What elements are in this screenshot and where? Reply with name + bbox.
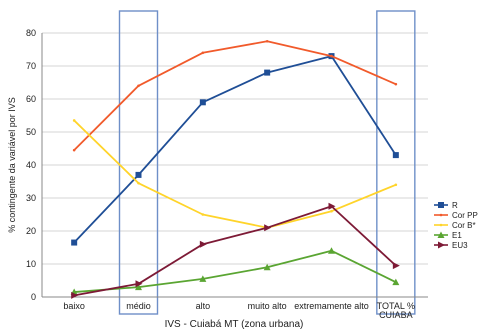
y-axis-label: % contingente da variável por IVS [7,97,17,233]
data-point [394,183,398,187]
data-point [330,209,333,213]
data-point [330,54,333,58]
legend-label: Cor PP [452,211,478,220]
data-point [328,202,336,210]
data-point [392,278,400,286]
data-point [135,283,142,291]
series-line [74,205,397,297]
data-point [264,224,272,232]
series-line [73,119,397,229]
gridlines [42,32,428,298]
axes [41,33,428,298]
legend-item: R [434,201,458,210]
data-point [439,213,443,217]
y-tick-label: 70 [26,61,36,71]
series-r [71,53,399,246]
series-eu3 [71,202,400,299]
data-point [199,99,206,106]
data-point [392,262,400,270]
legend-label: E1 [452,231,462,240]
legend-label: Cor B* [452,221,476,230]
data-point [137,181,140,185]
data-point [72,148,76,152]
x-axis-label: IVS - Cuiabá MT (zona urbana) [165,319,304,330]
data-point [135,171,142,178]
data-point [392,152,399,159]
legend-item: EU3 [434,241,468,250]
y-tick-label: 0 [31,292,36,302]
legend-label: R [452,201,458,210]
y-tick-label: 20 [26,226,36,236]
data-point [137,84,140,88]
data-point [438,241,445,249]
y-tick-label: 40 [26,160,36,170]
data-point [71,239,78,246]
data-point [71,291,79,299]
series-line [73,40,397,151]
y-tick-label: 60 [26,94,36,104]
data-point [135,280,143,288]
legend-item: Cor B* [434,221,476,230]
series-line [74,249,397,293]
y-tick-labels: 0 10 20 30 40 50 60 70 80 [26,28,36,302]
x-tick-label: médio [126,301,151,311]
category-highlight-boxes [118,10,416,315]
x-tick-labels: baixo médio alto muito alto extremamente alt… [63,301,415,320]
data-point [199,240,207,248]
data-point [201,213,205,216]
x-tick-label: baixo [63,301,85,311]
x-tick-label: muito alto [248,301,287,311]
series-lines [70,39,400,299]
x-tick-label: extremamente alto [294,301,369,311]
y-tick-label: 30 [26,193,36,203]
legend-item: E1 [434,231,462,240]
y-tick-label: 80 [26,28,36,38]
y-tick-label: 10 [26,259,36,269]
highlight-box [118,10,159,315]
x-tick-label: alto [196,301,211,311]
data-point [201,51,205,55]
data-point [265,39,269,43]
highlight-box [376,10,416,315]
data-point [263,263,271,271]
y-tick-label: 50 [26,127,36,137]
data-point [438,202,444,208]
data-point [199,275,207,282]
data-point [328,247,335,254]
series-cor-pp [72,39,398,152]
data-point [437,231,445,238]
legend-item: Cor PP [434,211,478,220]
data-point [439,223,443,227]
data-point [394,82,398,86]
x-tick-label: TOTAL % CUIABA [377,301,415,320]
data-point [264,69,271,76]
series-line [73,55,397,244]
legend-label: EU3 [452,241,468,250]
series-cor-b- [72,119,398,229]
data-point [72,119,76,122]
